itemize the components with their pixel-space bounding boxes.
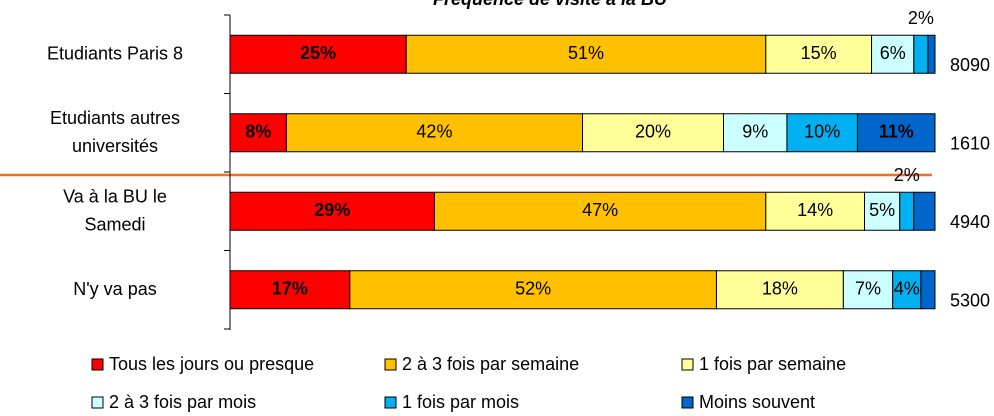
data-label: 6% <box>880 43 906 63</box>
data-label: 9% <box>742 122 768 142</box>
bar-segment <box>765 34 873 74</box>
chart-title: Fréquence de visite à la BU <box>433 0 668 9</box>
category-label: Va à la BU le Samedi <box>63 186 167 234</box>
legend-swatch <box>91 358 104 371</box>
legend-label: 2 à 3 fois par mois <box>109 392 256 412</box>
data-label: 20% <box>635 122 671 142</box>
data-label: 47% <box>582 200 618 220</box>
data-label: 10% <box>804 122 840 142</box>
legend-label: Tous les jours ou presque <box>109 354 314 374</box>
total-label: 8090 <box>950 55 990 75</box>
bar-segment <box>927 34 936 74</box>
bar-segment <box>433 191 767 231</box>
category-label-line: Samedi <box>84 214 145 234</box>
category-label: N'y va pas <box>73 279 156 299</box>
data-label: 2% <box>908 8 934 28</box>
legend-swatch <box>384 358 397 371</box>
total-label: 4940 <box>950 212 990 232</box>
bar-segment <box>871 34 915 74</box>
legend-swatch <box>681 358 694 371</box>
legend-label: 2 à 3 fois par semaine <box>402 354 579 374</box>
legend-swatch <box>681 396 694 409</box>
data-label: 51% <box>568 43 604 63</box>
total-label: 1610 <box>950 134 990 154</box>
data-label: 15% <box>801 43 837 63</box>
category-label: Etudiants autres universités <box>50 108 180 156</box>
bar-segment <box>229 191 435 231</box>
bar-segment <box>229 113 287 153</box>
category-label-line: N'y va pas <box>73 279 156 299</box>
category-label-line: Etudiants Paris 8 <box>47 43 183 63</box>
bar-segment <box>285 113 583 153</box>
data-label: 18% <box>762 279 798 299</box>
data-label: 42% <box>416 122 452 142</box>
legend-label: 1 fois par mois <box>402 392 519 412</box>
data-label: 25% <box>300 43 336 63</box>
bar-segment <box>920 270 936 310</box>
bar-segment <box>913 34 929 74</box>
bar-segment <box>229 270 351 310</box>
data-label: 2% <box>894 165 920 185</box>
data-label: 11% <box>879 122 914 142</box>
data-label: 7% <box>855 279 881 299</box>
data-label: 29% <box>314 200 350 220</box>
bar-segment <box>856 113 936 153</box>
legend-label: Moins souvent <box>699 392 815 412</box>
category-label-line: Etudiants autres <box>50 108 180 128</box>
category-label-line: universités <box>72 136 158 156</box>
legend-swatch <box>384 396 397 409</box>
legend-label: 1 fois par semaine <box>699 354 846 374</box>
bar-segment <box>786 113 858 153</box>
category-label-line: Va à la BU le <box>63 186 167 206</box>
legend-swatch <box>91 396 104 409</box>
category-label: Etudiants Paris 8 <box>47 43 183 63</box>
data-label: 8% <box>245 122 271 142</box>
bar-segment <box>405 34 767 74</box>
bar-segment <box>864 191 901 231</box>
total-label: 5300 <box>950 291 990 311</box>
data-label: 4% <box>894 279 920 299</box>
bar-segment <box>913 191 936 231</box>
data-label: 17% <box>272 279 308 299</box>
data-label: 14% <box>797 200 833 220</box>
bar-segment <box>765 191 865 231</box>
bar-segment <box>715 270 844 310</box>
bar-segment <box>229 34 407 74</box>
bar-segment <box>899 191 915 231</box>
bar-segment <box>349 270 717 310</box>
data-label: 52% <box>515 279 551 299</box>
data-label: 5% <box>869 200 895 220</box>
bar-segment <box>892 270 922 310</box>
